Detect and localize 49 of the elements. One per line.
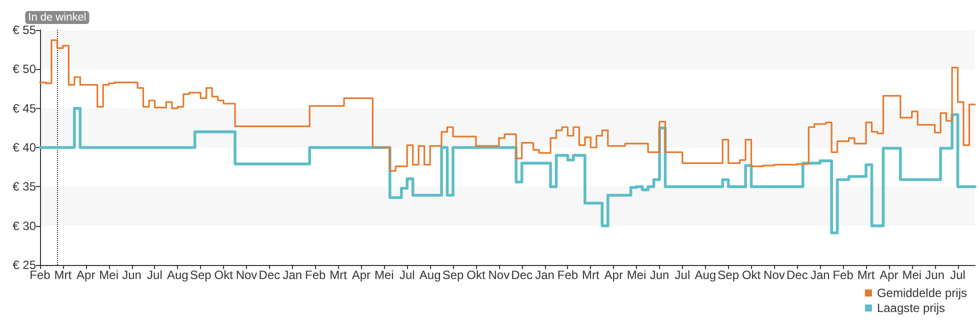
x-tick-label: Feb [304,268,326,282]
text: In de winkel [28,12,86,24]
x-tick-label: Sep [190,268,212,282]
y-tick-label: € 45 [12,101,36,116]
x-tick-label: Nov [236,268,258,282]
x-tick-label: Dec [511,268,533,282]
x-tick-label: Dec [786,268,808,282]
x-tick-label: Apr [352,268,371,282]
legend-label: Gemiddelde prijs [876,286,968,300]
y-tick-label: € 30 [12,218,36,233]
x-tick-label: Jan [282,268,302,282]
x-tick-label: Jun [650,268,670,282]
x-tick-label: Mei [374,268,394,282]
x-tick-label: Mrt [330,268,348,282]
legend-label: Laagste prijs [876,301,946,315]
x-tick-label: Aug [419,268,441,282]
x-tick-label: Jul [399,268,415,282]
y-tick-label: € 40 [12,140,36,154]
x-tick-label: Jul [950,268,966,282]
x-tick-label: Aug [166,268,188,282]
x-tick-label: Mrt [54,268,72,282]
x-tick-label: Okt [466,268,486,282]
x-tick-label: Mrt [582,268,600,282]
x-tick-label: Jan [810,268,830,282]
x-tick-label: Jan [535,268,554,282]
x-tick-label: Sep [442,268,464,282]
x-tick-label: Nov [764,268,785,282]
x-tick-label: Sep [718,268,740,282]
x-tick-label: Apr [604,268,623,282]
x-tick-label: Jun [122,268,142,282]
y-tick-label: € 50 [12,62,36,76]
x-tick-label: Aug [694,268,716,282]
x-tick-label: Mei [99,268,119,282]
x-tick-label: Jul [147,268,162,282]
x-tick-label: Dec [258,268,280,282]
y-tick-label: € 55 [12,23,36,37]
x-tick-label: Mei [902,268,922,282]
x-tick-label: Mei [626,268,646,282]
x-tick-label: Jun [925,268,945,282]
x-tick-label: Okt [742,268,762,282]
y-tick-label: € 35 [12,180,36,194]
x-tick-label: Apr [880,268,898,282]
x-tick-label: Feb [557,268,578,282]
x-tick-label: Okt [214,268,234,282]
x-tick-label: Jul [674,268,690,282]
x-tick-label: Feb [832,268,854,282]
x-tick-label: Mrt [857,268,876,282]
x-tick-label: Nov [488,268,510,282]
x-tick-label: Apr [76,268,96,282]
